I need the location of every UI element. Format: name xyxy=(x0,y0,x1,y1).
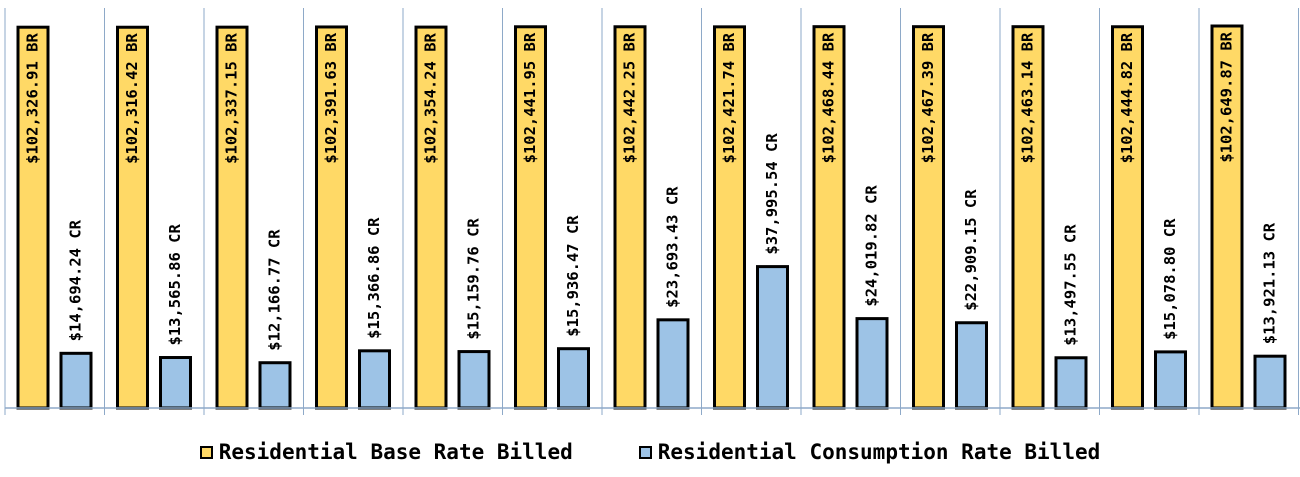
legend: Residential Base Rate Billed Residential… xyxy=(0,440,1300,464)
consumption-rate-bar xyxy=(557,347,590,410)
consumption-rate-bar xyxy=(159,356,192,410)
base-rate-data-label: $102,467.39 BR xyxy=(919,32,937,163)
consumption-rate-bar xyxy=(59,351,93,410)
legend-swatch-consumption-rate xyxy=(638,445,652,459)
base-rate-data-label: $102,442.25 BR xyxy=(621,32,639,163)
consumption-rate-bar xyxy=(358,349,391,410)
consumption-rate-data-label: $12,166.77 CR xyxy=(266,229,284,351)
bar-chart: $102,326.91 BR $14,694.24 CR $102,316.42 B… xyxy=(4,8,1300,415)
legend-label-consumption-rate: Residential Consumption Rate Billed xyxy=(657,440,1101,464)
legend-item-base-rate: Residential Base Rate Billed xyxy=(199,440,573,464)
legend-swatch-base-rate xyxy=(199,445,213,459)
base-rate-data-label: $102,337.15 BR xyxy=(223,33,241,164)
legend-item-consumption-rate: Residential Consumption Rate Billed xyxy=(638,440,1101,464)
base-rate-data-label: $102,441.95 BR xyxy=(521,32,539,163)
base-rate-bar xyxy=(713,25,746,410)
consumption-rate-data-label: $37,995.54 CR xyxy=(763,133,781,255)
base-rate-bar xyxy=(912,25,945,410)
base-rate-bar xyxy=(315,25,348,410)
consumption-rate-data-label: $23,693.43 CR xyxy=(664,186,682,308)
base-rate-bar xyxy=(1011,25,1045,410)
consumption-rate-bar xyxy=(1154,350,1187,410)
consumption-rate-bar xyxy=(855,317,889,410)
base-rate-data-label: $102,444.82 BR xyxy=(1118,32,1136,163)
bars xyxy=(16,24,1287,410)
consumption-rate-bar xyxy=(656,318,690,410)
base-rate-data-label: $102,354.24 BR xyxy=(422,32,440,163)
consumption-rate-data-label: $15,936.47 CR xyxy=(564,215,582,337)
consumption-rate-data-label: $13,921.13 CR xyxy=(1261,222,1279,344)
consumption-rate-data-label: $14,694.24 CR xyxy=(67,219,85,341)
base-rate-data-label: $102,468.44 BR xyxy=(820,32,838,163)
consumption-rate-bar xyxy=(1253,354,1287,410)
legend-label-base-rate: Residential Base Rate Billed xyxy=(218,440,573,464)
base-rate-data-label: $102,391.63 BR xyxy=(322,32,340,163)
base-rate-data-label: $102,316.42 BR xyxy=(123,33,141,164)
consumption-rate-data-label: $15,078.80 CR xyxy=(1161,218,1179,340)
data-labels: $102,326.91 BR $14,694.24 CR $102,316.42 B… xyxy=(24,31,1279,350)
consumption-rate-data-label: $22,909.15 CR xyxy=(962,189,980,311)
consumption-rate-bar xyxy=(457,350,491,410)
category-dividers xyxy=(4,8,1299,415)
base-rate-bar xyxy=(1111,25,1144,410)
consumption-rate-bar xyxy=(1054,356,1088,410)
consumption-rate-bar xyxy=(258,361,292,410)
base-rate-data-label: $102,463.14 BR xyxy=(1019,32,1037,163)
base-rate-bar xyxy=(812,25,846,410)
consumption-rate-data-label: $13,497.55 CR xyxy=(1062,224,1080,346)
base-rate-data-label: $102,649.87 BR xyxy=(1218,31,1236,162)
consumption-rate-data-label: $15,159.76 CR xyxy=(465,218,483,340)
base-rate-bar xyxy=(613,25,647,410)
consumption-rate-bar xyxy=(955,321,988,410)
consumption-rate-data-label: $24,019.82 CR xyxy=(863,185,881,307)
consumption-rate-bar xyxy=(756,265,789,410)
base-rate-data-label: $102,326.91 BR xyxy=(24,33,42,164)
base-rate-bar xyxy=(414,25,448,410)
base-rate-bar xyxy=(514,25,547,410)
base-rate-bar xyxy=(215,25,249,410)
base-rate-data-label: $102,421.74 BR xyxy=(720,32,738,163)
base-rate-bar xyxy=(116,25,149,410)
consumption-rate-data-label: $15,366.86 CR xyxy=(365,217,383,339)
consumption-rate-data-label: $13,565.86 CR xyxy=(166,224,184,346)
